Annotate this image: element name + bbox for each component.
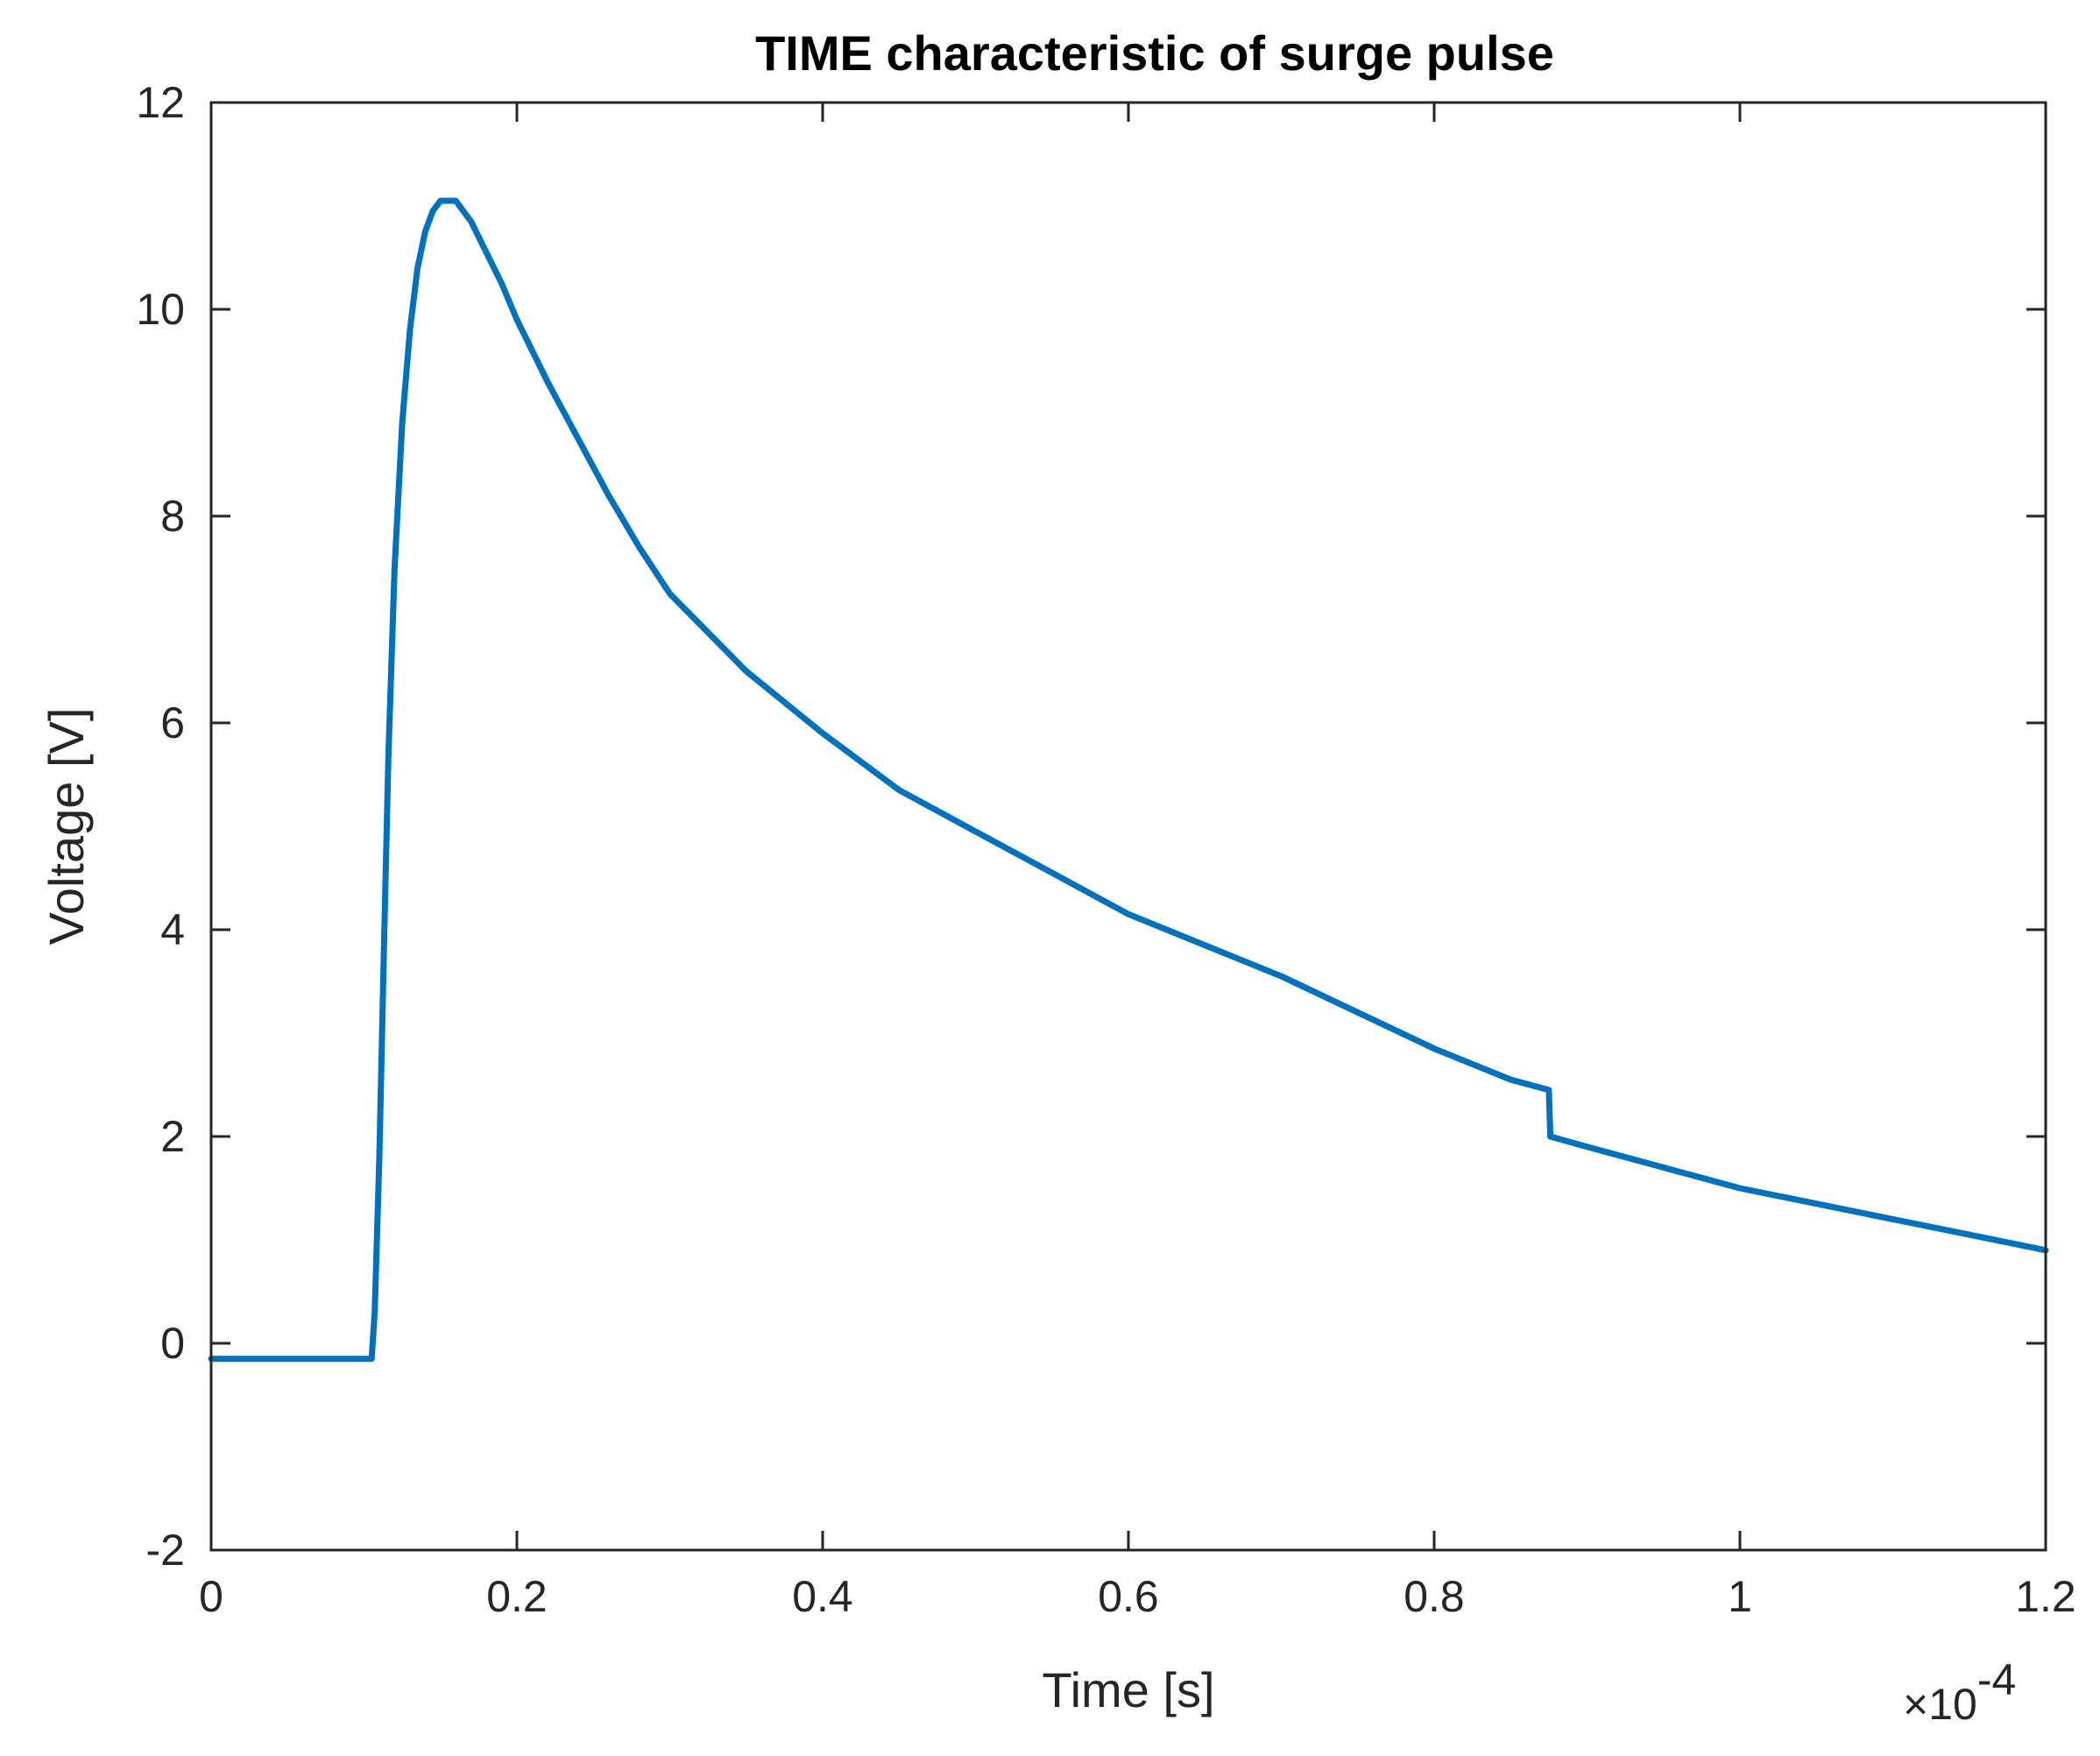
y-tick-label: -2 xyxy=(146,1526,185,1575)
x-exponent-base: ×10 xyxy=(1903,1680,1977,1729)
x-tick-label: 1.2 xyxy=(2015,1572,2076,1621)
chart-title: TIME characteristic of surge pulse xyxy=(755,25,1554,81)
x-tick-label: 1 xyxy=(1728,1572,1752,1621)
y-tick-label: 2 xyxy=(160,1112,185,1161)
x-tick-label: 0.4 xyxy=(792,1572,853,1621)
x-exponent-power: -4 xyxy=(1977,1655,2016,1704)
x-tick-label: 0 xyxy=(199,1572,223,1621)
y-tick-label: 4 xyxy=(160,905,185,954)
y-axis-ticks: -2 0 2 4 6 8 10 12 xyxy=(136,78,2046,1575)
y-tick-label: 8 xyxy=(160,492,185,541)
series-layer xyxy=(208,197,2049,1363)
x-tick-label: 0.6 xyxy=(1098,1572,1159,1621)
y-tick-label: 12 xyxy=(136,78,185,127)
plot-area xyxy=(211,103,2046,1550)
x-axis-exponent: ×10-4 xyxy=(1903,1655,2016,1729)
y-tick-label: 0 xyxy=(160,1319,185,1368)
x-axis-ticks: 0 0.2 0.4 0.6 0.8 1 1.2 xyxy=(199,103,2076,1621)
plot-frame xyxy=(209,101,2047,1552)
series-line xyxy=(208,197,2049,1363)
y-axis-label: Voltage [V] xyxy=(39,708,94,945)
x-tick-label: 0.8 xyxy=(1404,1572,1465,1621)
x-tick-label: 0.2 xyxy=(486,1572,548,1621)
x-axis-label: Time [s] xyxy=(1042,1662,1214,1717)
y-tick-label: 10 xyxy=(136,285,185,334)
y-tick-label: 6 xyxy=(160,698,185,747)
